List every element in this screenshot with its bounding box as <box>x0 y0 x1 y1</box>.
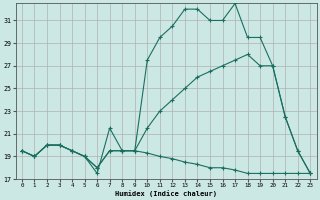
X-axis label: Humidex (Indice chaleur): Humidex (Indice chaleur) <box>115 190 217 197</box>
